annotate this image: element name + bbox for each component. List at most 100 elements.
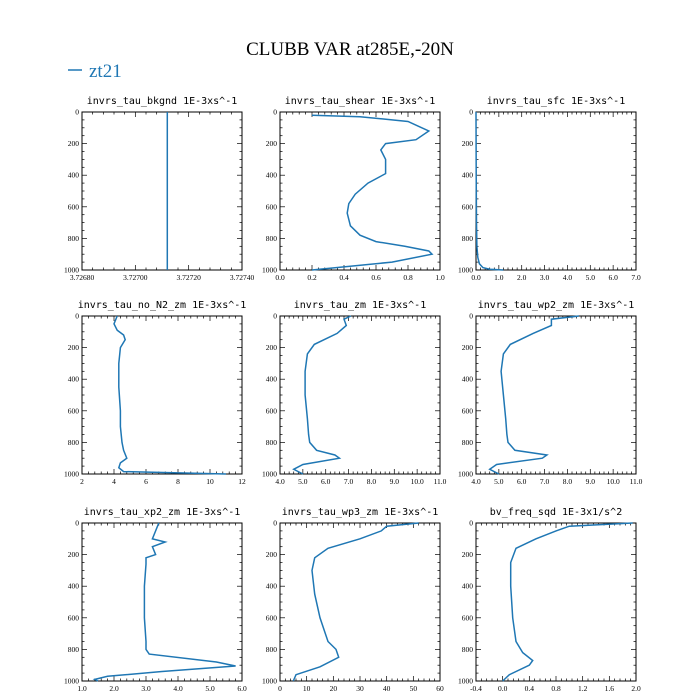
x-tick-label: 4 [112,477,116,486]
x-tick-label: 7.0 [631,273,641,282]
y-tick-label: 1000 [262,470,277,479]
x-tick-label: 6 [144,477,148,486]
x-tick-label: 8 [176,477,180,486]
y-tick-label: 0 [273,519,277,528]
x-tick-label: 3.0 [141,684,151,693]
x-tick-label: 3.72680 [70,273,95,282]
data-line [488,315,579,475]
y-tick-label: 600 [462,202,474,211]
panel-title: invrs_tau_no_N2_zm 1E-3xs^-1 [78,300,247,311]
y-tick-label: 600 [68,613,80,622]
x-tick-label: 1.0 [77,684,87,693]
panel-title: invrs_tau_sfc 1E-3xs^-1 [487,96,625,107]
x-tick-label: 2.0 [109,684,119,693]
y-tick-label: 800 [266,438,278,447]
chart-panel-6: invrs_tau_wp2_zm 1E-3xs^-1 4.0 5.0 6.0 7.0 8.… [458,300,643,486]
plot-frame [81,111,243,271]
y-tick-label: 400 [266,582,278,591]
plot-frame [475,111,637,271]
plot-frame [279,522,441,682]
y-tick-label: 1000 [64,470,79,479]
x-tick-label: 6.0 [517,477,527,486]
x-tick-label: 9.0 [390,477,400,486]
x-tick-label: 0.0 [498,684,508,693]
x-tick-label: 50 [410,684,418,693]
x-tick-label: 5.0 [298,477,308,486]
y-tick-label: 600 [266,202,278,211]
x-tick-label: 40 [383,684,391,693]
x-tick-label: 2.0 [517,273,527,282]
panel-title: invrs_tau_wp3_zm 1E-3xs^-1 [282,507,439,518]
y-tick-label: 600 [462,406,474,415]
y-tick-label: 200 [68,550,80,559]
x-tick-label: 2.0 [631,684,641,693]
data-line [292,315,352,475]
x-tick-label: 0.8 [551,684,561,693]
x-tick-label: 3.72700 [123,273,148,282]
x-tick-label: 1.0 [435,273,445,282]
x-tick-label: 11.0 [630,477,643,486]
panel-grid: invrs_tau_bkgnd 1E-3xs^-1 3.72680 3.72700 3… [64,96,643,693]
x-tick-label: 1.0 [494,273,504,282]
y-tick-label: 1000 [64,677,79,686]
plot-frame [475,315,637,475]
x-tick-label: 6.0 [321,477,331,486]
y-tick-label: 200 [266,139,278,148]
x-tick-label: 3.0 [540,273,550,282]
x-tick-label: 12 [238,477,246,486]
data-line [92,522,236,682]
y-tick-label: 1000 [458,266,473,275]
y-tick-label: 200 [68,139,80,148]
y-tick-label: 800 [68,234,80,243]
x-tick-label: 60 [436,684,444,693]
y-tick-label: 400 [68,582,80,591]
x-tick-label: 1.2 [578,684,588,693]
y-tick-label: 0 [75,312,79,321]
x-tick-label: 0.8 [403,273,413,282]
x-tick-label: 10 [303,684,311,693]
y-tick-label: 400 [266,375,278,384]
data-line [502,522,633,682]
x-tick-label: 5.0 [205,684,215,693]
x-tick-label: 0.4 [339,273,349,282]
x-tick-label: 3.72740 [230,273,255,282]
x-tick-label: 3.72720 [176,273,201,282]
y-tick-label: 800 [68,438,80,447]
legend-label: zt21 [89,61,122,82]
y-tick-label: 600 [266,406,278,415]
x-tick-label: -0.4 [470,684,482,693]
y-tick-label: 800 [266,234,278,243]
y-tick-label: 800 [266,645,278,654]
chart-panel-1: invrs_tau_bkgnd 1E-3xs^-1 3.72680 3.72700 3… [64,96,254,282]
x-tick-label: 7.0 [540,477,550,486]
y-tick-label: 0 [75,519,79,528]
x-tick-label: 6.0 [237,684,247,693]
x-tick-label: 10 [206,477,214,486]
x-tick-label: 4.0 [173,684,183,693]
y-tick-label: 200 [266,343,278,352]
y-tick-label: 400 [462,375,474,384]
x-tick-label: 8.0 [563,477,573,486]
x-tick-label: 6.0 [608,273,618,282]
y-tick-label: 1000 [458,677,473,686]
y-tick-label: 400 [68,375,80,384]
x-tick-label: 1.6 [605,684,615,693]
panel-title: invrs_tau_bkgnd 1E-3xs^-1 [87,96,238,107]
y-tick-label: 600 [462,613,474,622]
y-tick-label: 600 [266,613,278,622]
x-tick-label: 2 [80,477,84,486]
y-tick-label: 400 [462,582,474,591]
x-tick-label: 0.4 [525,684,535,693]
panel-title: invrs_tau_zm 1E-3xs^-1 [294,300,426,311]
x-tick-label: 20 [330,684,338,693]
y-tick-label: 200 [462,343,474,352]
x-tick-label: 4.0 [275,477,285,486]
x-tick-label: 10.0 [607,477,620,486]
x-tick-label: 11.0 [434,477,447,486]
chart-panel-9: bv_freq_sqd 1E-3x1/s^2 -0.4 0.0 0.4 0.8 1.2 1.… [458,507,641,693]
x-tick-label: 5.0 [586,273,596,282]
x-tick-label: 0.2 [307,273,317,282]
x-tick-label: 7.0 [344,477,354,486]
x-tick-label: 0.6 [371,273,381,282]
